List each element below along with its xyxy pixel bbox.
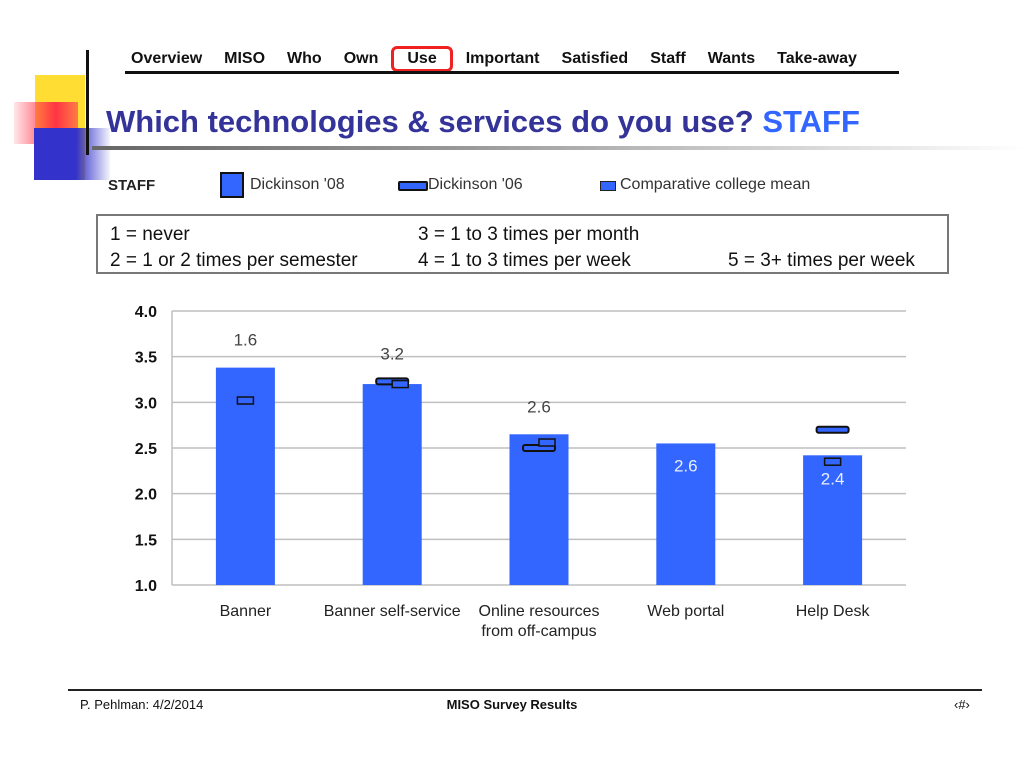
- bar-chart: 1.0 1.5 2.0 2.5 3.0 3.5 4.0 1.6 Banner 3.2 Banner …: [135, 304, 906, 640]
- previous-year-marker: [815, 425, 850, 434]
- data-label: 2.4: [821, 469, 845, 488]
- x-category-label: Help Desk: [796, 603, 871, 620]
- nav-item-take-away[interactable]: Take-away: [777, 50, 857, 67]
- nav-item-use[interactable]: Use: [391, 46, 453, 72]
- legend-swatch-mean: [600, 181, 616, 191]
- scale-key-5: 5 = 3+ times per week: [728, 250, 915, 271]
- data-label: 3.2: [380, 344, 404, 363]
- nav-item-wants[interactable]: Wants: [707, 50, 756, 67]
- y-tick-label: 2.0: [135, 487, 157, 504]
- bar: [803, 455, 863, 585]
- footer-rule: [68, 689, 982, 691]
- page-title: Which technologies & services do you use…: [106, 104, 860, 140]
- nav-underline: [125, 71, 899, 74]
- decorative-blue-square: [34, 128, 110, 180]
- nav-item-own[interactable]: Own: [343, 50, 379, 67]
- page-title-main: Which technologies & services do you use…: [106, 104, 754, 139]
- y-tick-label: 4.0: [135, 304, 157, 321]
- section-nav: Overview MISO Who Own Use Important Sati…: [120, 46, 900, 72]
- nav-item-important[interactable]: Important: [465, 50, 540, 67]
- bar: [656, 443, 716, 585]
- scale-key-3: 3 = 1 to 3 times per month: [418, 224, 640, 245]
- scale-key-1: 1 = never: [110, 224, 190, 245]
- nav-item-staff[interactable]: Staff: [650, 50, 686, 67]
- chart-legend: STAFF Dickinson '08 Dickinson '06 Compar…: [108, 172, 968, 204]
- x-category-label: Banner: [220, 603, 272, 620]
- mean-marker: [538, 438, 556, 447]
- x-category-label: Web portal: [647, 603, 724, 620]
- legend-label-mean: Comparative college mean: [620, 176, 811, 193]
- nav-item-overview[interactable]: Overview: [131, 50, 203, 67]
- mean-marker: [391, 379, 409, 389]
- legend-label-previous: Dickinson '06: [428, 176, 523, 193]
- mean-marker: [823, 457, 842, 466]
- nav-item-miso[interactable]: MISO: [224, 50, 266, 67]
- legend-label-current: Dickinson '08: [250, 176, 345, 193]
- page-title-accent: STAFF: [762, 104, 860, 139]
- legend-group-label: STAFF: [108, 177, 156, 194]
- data-label: 2.6: [527, 397, 551, 416]
- footer-page-number: ‹#›: [954, 697, 970, 712]
- bar: [362, 384, 422, 585]
- x-category-label: Online resources from off-campus: [479, 603, 600, 640]
- scale-key-2: 2 = 1 or 2 times per semester: [110, 250, 358, 271]
- bar: [509, 434, 569, 585]
- y-tick-label: 2.5: [135, 441, 157, 458]
- y-tick-label: 3.5: [135, 350, 157, 367]
- mean-marker: [236, 396, 255, 405]
- scale-key-4: 4 = 1 to 3 times per week: [418, 250, 631, 271]
- y-tick-label: 3.0: [135, 395, 157, 412]
- nav-item-who[interactable]: Who: [287, 50, 322, 67]
- legend-swatch-previous: [398, 181, 428, 191]
- title-rule: [92, 146, 1024, 150]
- y-tick-label: 1.5: [135, 532, 157, 549]
- footer-title: MISO Survey Results: [446, 697, 578, 712]
- data-label: 2.6: [674, 456, 698, 475]
- legend-swatch-current: [220, 172, 244, 198]
- data-label: 1.6: [234, 331, 258, 350]
- decorative-vertical-line: [86, 50, 89, 155]
- y-tick-label: 1.0: [135, 578, 157, 595]
- scale-key-box: 1 = never 2 = 1 or 2 times per semester …: [96, 214, 949, 274]
- nav-item-satisfied[interactable]: Satisfied: [561, 50, 629, 67]
- footer-author-date: P. Pehlman: 4/2/2014: [80, 697, 204, 712]
- x-category-label: Banner self-service: [324, 603, 461, 620]
